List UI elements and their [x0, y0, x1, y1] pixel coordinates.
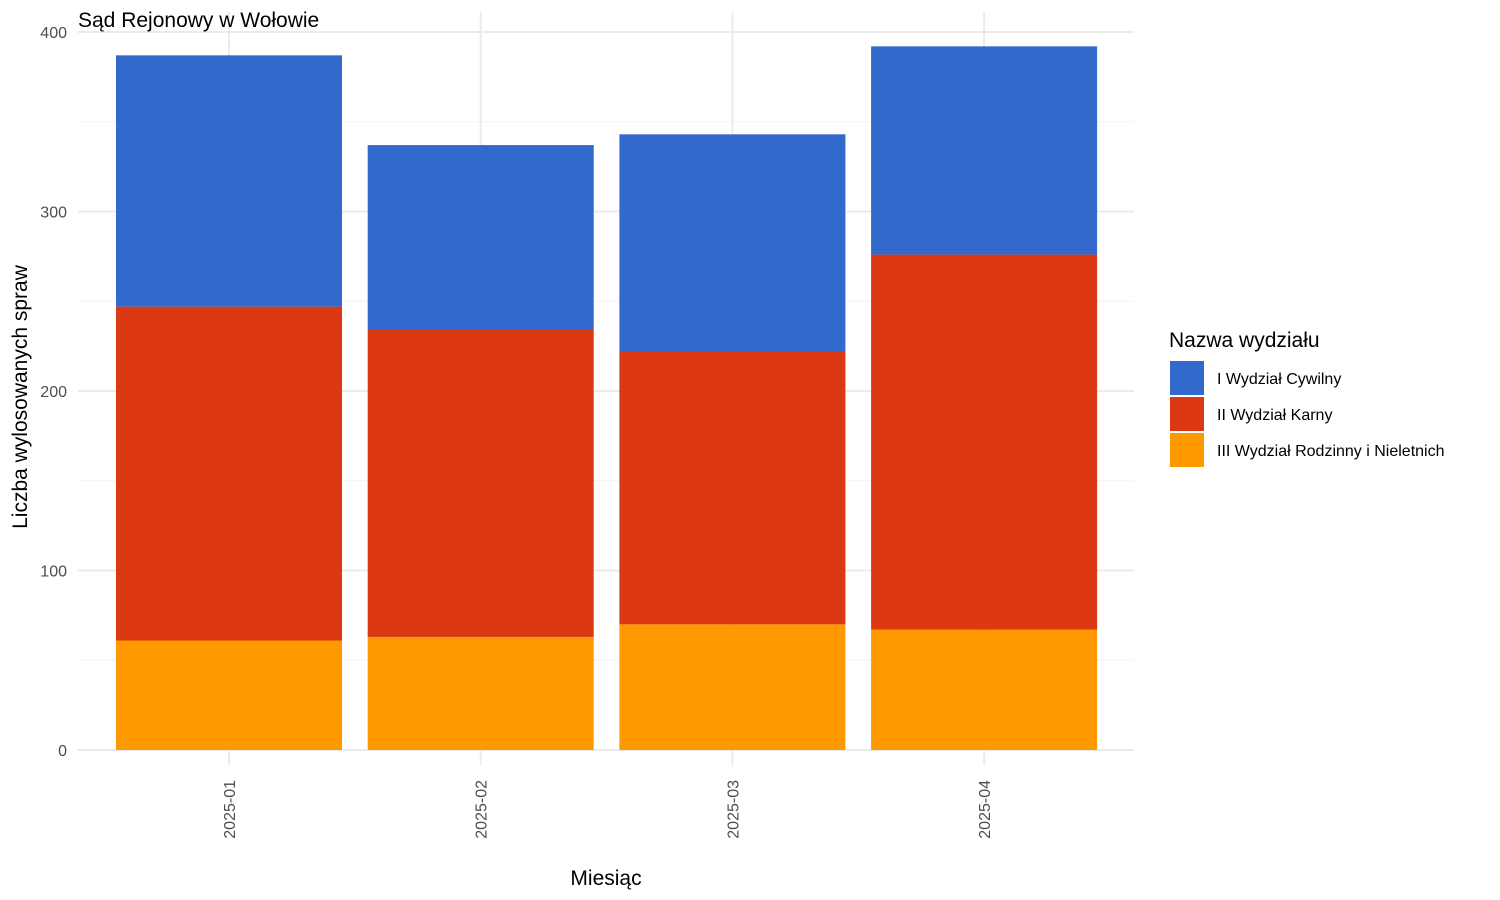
- x-tick-label: 2025-04: [977, 780, 994, 839]
- legend-label: II Wydział Karny: [1217, 407, 1332, 424]
- bar-2025-02-series-2: [367, 329, 594, 637]
- legend-swatch: [1170, 433, 1204, 467]
- bar-2025-01-series-1: [116, 55, 342, 307]
- bar-2025-04-series-3: [871, 629, 1098, 750]
- legend: Nazwa wydziału I Wydział Cywilny II Wydzi…: [1169, 329, 1445, 467]
- y-axis-title: Liczba wylosowanych spraw: [9, 264, 32, 529]
- bar-2025-01-series-2: [116, 306, 342, 641]
- y-tick-label: 0: [58, 743, 67, 760]
- y-tick-label: 200: [40, 384, 67, 401]
- legend-label: I Wydział Cywilny: [1217, 371, 1341, 388]
- legend-label: III Wydział Rodzinny i Nieletnich: [1217, 443, 1445, 460]
- bars: [116, 46, 1098, 750]
- x-tick-label: 2025-03: [725, 780, 742, 839]
- chart-title: Sąd Rejonowy w Wołowie: [78, 9, 319, 32]
- legend-title: Nazwa wydziału: [1169, 329, 1320, 352]
- x-axis-title: Miesiąc: [570, 867, 641, 890]
- x-tick-label: 2025-02: [474, 780, 491, 839]
- bar-2025-04-series-2: [871, 254, 1098, 630]
- bar-2025-03-series-1: [619, 134, 846, 352]
- bar-2025-03-series-2: [619, 351, 846, 625]
- legend-swatch: [1170, 397, 1204, 431]
- y-tick-label: 100: [40, 564, 67, 581]
- y-tick-label: 300: [40, 205, 67, 222]
- bar-2025-04-series-1: [871, 46, 1098, 255]
- bar-2025-02-series-1: [367, 145, 594, 330]
- y-tick-label: 400: [40, 25, 67, 42]
- x-tick-label: 2025-01: [222, 780, 239, 839]
- bar-2025-03-series-3: [619, 624, 846, 750]
- legend-swatch: [1170, 361, 1204, 395]
- bar-2025-01-series-3: [116, 640, 342, 750]
- x-axis-ticks: 2025-01 2025-02 2025-03 2025-04: [222, 780, 994, 839]
- bar-2025-02-series-3: [367, 636, 594, 750]
- legend-items: I Wydział Cywilny II Wydział Karny III Wyd…: [1170, 361, 1445, 467]
- y-axis-ticks: 0 100 200 300 400: [40, 25, 67, 760]
